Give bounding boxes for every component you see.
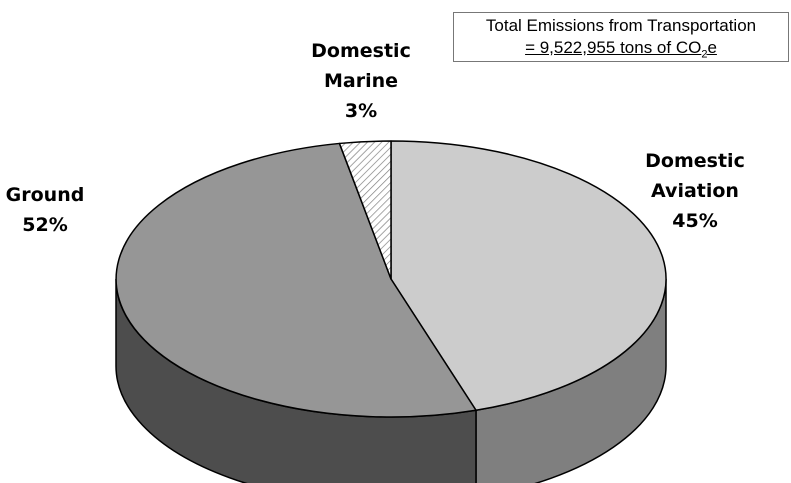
label-aviation-pct: 45% (672, 210, 718, 232)
pie-slice-domestic-marine (338, 140, 392, 280)
label-marine-line1: Domestic (311, 40, 411, 62)
label-ground-line1: Ground (5, 184, 85, 206)
total-emissions-annotation: Total Emissions from Transportation = 9,… (453, 12, 789, 62)
annotation-co2-subscript: 2 (701, 48, 708, 61)
label-aviation-line1: Domestic (645, 150, 745, 172)
label-domestic-aviation: Domestic Aviation 45% (615, 146, 775, 236)
annotation-line2-suffix: e (707, 38, 717, 57)
annotation-line1: Total Emissions from Transportation (485, 16, 757, 35)
label-ground: Ground 52% (0, 180, 90, 240)
annotation-line2-prefix: = 9,522,955 tons of CO (525, 38, 702, 57)
label-ground-pct: 52% (22, 214, 68, 236)
label-aviation-line2: Aviation (651, 180, 739, 202)
label-marine-line2: Marine (323, 70, 399, 92)
annotation-line2: = 9,522,955 tons of CO2e (454, 37, 788, 65)
label-marine-pct: 3% (344, 100, 378, 122)
label-domestic-marine: Domestic Marine 3% (286, 36, 436, 126)
pie-slice-domestic-aviation (390, 140, 667, 411)
pie-slice-ground (115, 142, 477, 418)
